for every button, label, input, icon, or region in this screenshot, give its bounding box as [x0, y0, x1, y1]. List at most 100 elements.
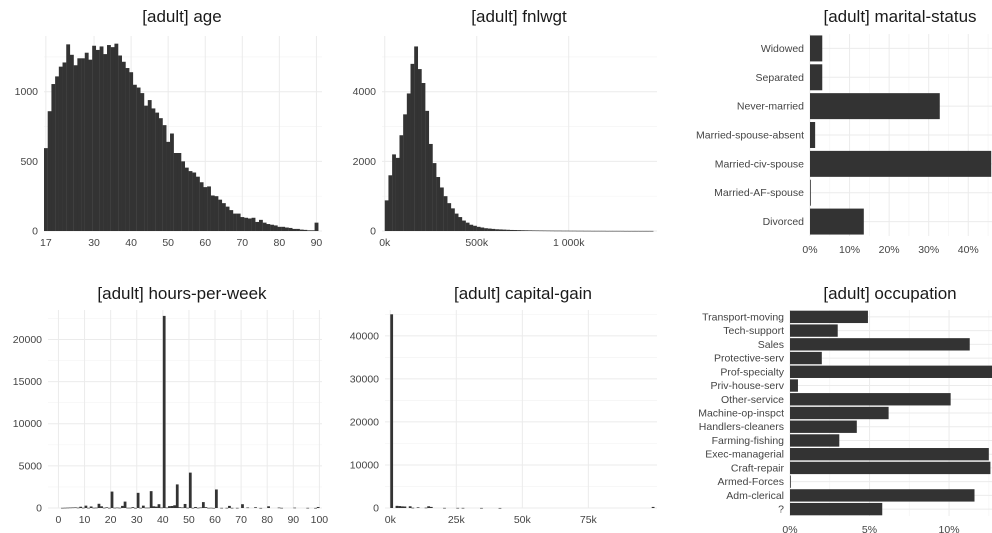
age-bar — [207, 186, 211, 231]
occup-x-tick-label: 0% — [782, 524, 797, 533]
marital-category-label: Divorced — [763, 216, 805, 228]
capgain-bar — [411, 507, 415, 509]
age-bar — [184, 167, 189, 231]
hours-y-tick-label: 5000 — [19, 460, 43, 472]
hours-y-tick-label: 0 — [36, 503, 42, 515]
age-bar — [62, 62, 67, 231]
capgain-y-tick-label: 10000 — [350, 459, 379, 471]
fnlwgt-bar — [579, 230, 584, 232]
marital-bar — [810, 150, 992, 177]
fnlwgt-x-tick-label: 500k — [465, 237, 489, 249]
age-bar — [307, 230, 312, 231]
age-bar — [292, 228, 297, 231]
hours-bar — [254, 507, 257, 508]
age-x-tick-label: 40 — [125, 237, 137, 249]
occup-category-label: Craft-repair — [731, 462, 785, 474]
fnlwgt-bar — [458, 217, 463, 231]
hours-bar — [102, 507, 106, 509]
age-bar — [199, 182, 204, 231]
hours-bar — [188, 472, 192, 508]
age-bar — [92, 45, 97, 231]
hours-bar — [110, 491, 114, 508]
age-bar — [284, 227, 289, 231]
fnlwgt-bar — [634, 230, 639, 232]
hours-bar — [201, 502, 205, 508]
age-bar — [103, 54, 108, 231]
marital-category-label: Separated — [756, 72, 805, 84]
hours-bar — [173, 505, 177, 508]
occup-bar — [790, 393, 951, 406]
age-bar — [55, 76, 59, 232]
fnlwgt-bar — [410, 63, 415, 231]
fnlwgt-bar — [414, 46, 419, 232]
hours-y-tick-label: 15000 — [13, 376, 42, 388]
hours-bar — [76, 507, 80, 509]
hours-bar — [267, 506, 270, 508]
hours-bar — [277, 507, 281, 509]
occup-category-label: Armed-Forces — [717, 476, 784, 488]
fnlwgt-bar — [447, 203, 452, 231]
hours-bar — [100, 506, 103, 508]
marital-category-label: Widowed — [761, 43, 804, 55]
hours-bar — [87, 507, 90, 509]
hours-bar — [175, 484, 179, 508]
fnlwgt-bar — [388, 175, 393, 231]
fnlwgt-bar — [539, 230, 544, 232]
age-bar — [114, 43, 119, 232]
fnlwgt-bar — [421, 83, 426, 231]
age-bar — [107, 45, 111, 231]
fnlwgt-bar — [594, 230, 599, 232]
hours-x-tick-label: 100 — [311, 514, 329, 526]
age-bar — [51, 84, 56, 231]
fnlwgt-bar — [395, 157, 400, 231]
capgain-bar — [400, 506, 404, 508]
hours-bar — [141, 505, 145, 508]
hours-x-tick-label: 90 — [287, 514, 299, 526]
occup-category-label: Farming-fishing — [712, 435, 785, 447]
age-bar — [95, 49, 100, 231]
hours-bar — [89, 506, 93, 508]
fnlwgt-bar — [616, 230, 621, 232]
hours-bar — [316, 506, 320, 508]
capgain-bar — [456, 507, 460, 509]
hours-x-tick-label: 50 — [183, 514, 195, 526]
age-bar — [221, 203, 226, 231]
age-bar — [233, 213, 237, 231]
fnlwgt-bar — [450, 208, 455, 231]
occup-bar — [790, 448, 989, 461]
age-bar — [251, 217, 256, 231]
age-bar — [110, 47, 115, 232]
hours-bar — [183, 503, 187, 508]
fnlwgt-bar — [436, 177, 441, 231]
marital-category-label: Married-AF-spouse — [714, 187, 804, 199]
fnlwgt-bar — [645, 230, 650, 232]
fnlwgt-y-tick-label: 0 — [370, 226, 376, 238]
hours-bar — [108, 507, 111, 509]
age-bar — [66, 44, 71, 231]
age-bar — [236, 213, 241, 231]
fnlwgt-bar — [583, 230, 588, 232]
occup-bar — [790, 434, 840, 447]
age-bar — [240, 217, 245, 231]
fnlwgt-bar — [454, 213, 459, 231]
hours-bar — [280, 507, 284, 509]
occup-category-label: Transport-moving — [702, 311, 784, 323]
fnlwgt-bar — [631, 230, 636, 232]
marital-bar — [810, 179, 811, 206]
hours-bar — [178, 507, 182, 508]
marital-category-label: Married-spouse-absent — [696, 130, 804, 142]
hours-bar — [196, 507, 200, 509]
fnlwgt-bar — [535, 230, 540, 232]
fnlwgt-bar — [612, 230, 617, 232]
fnlwgt-bar — [399, 135, 404, 231]
hours-bar — [81, 507, 85, 509]
fnlwgt-bar — [601, 230, 606, 232]
hours-x-tick-label: 0 — [56, 514, 62, 526]
age-bar — [303, 229, 308, 231]
occup-category-label: Prof-specialty — [720, 366, 784, 378]
fnlwgt-bar — [553, 230, 558, 232]
age-bar — [173, 153, 178, 231]
marital-x-tick-label: 20% — [879, 244, 900, 256]
age-bar — [192, 172, 197, 231]
hours-bar — [181, 507, 184, 509]
